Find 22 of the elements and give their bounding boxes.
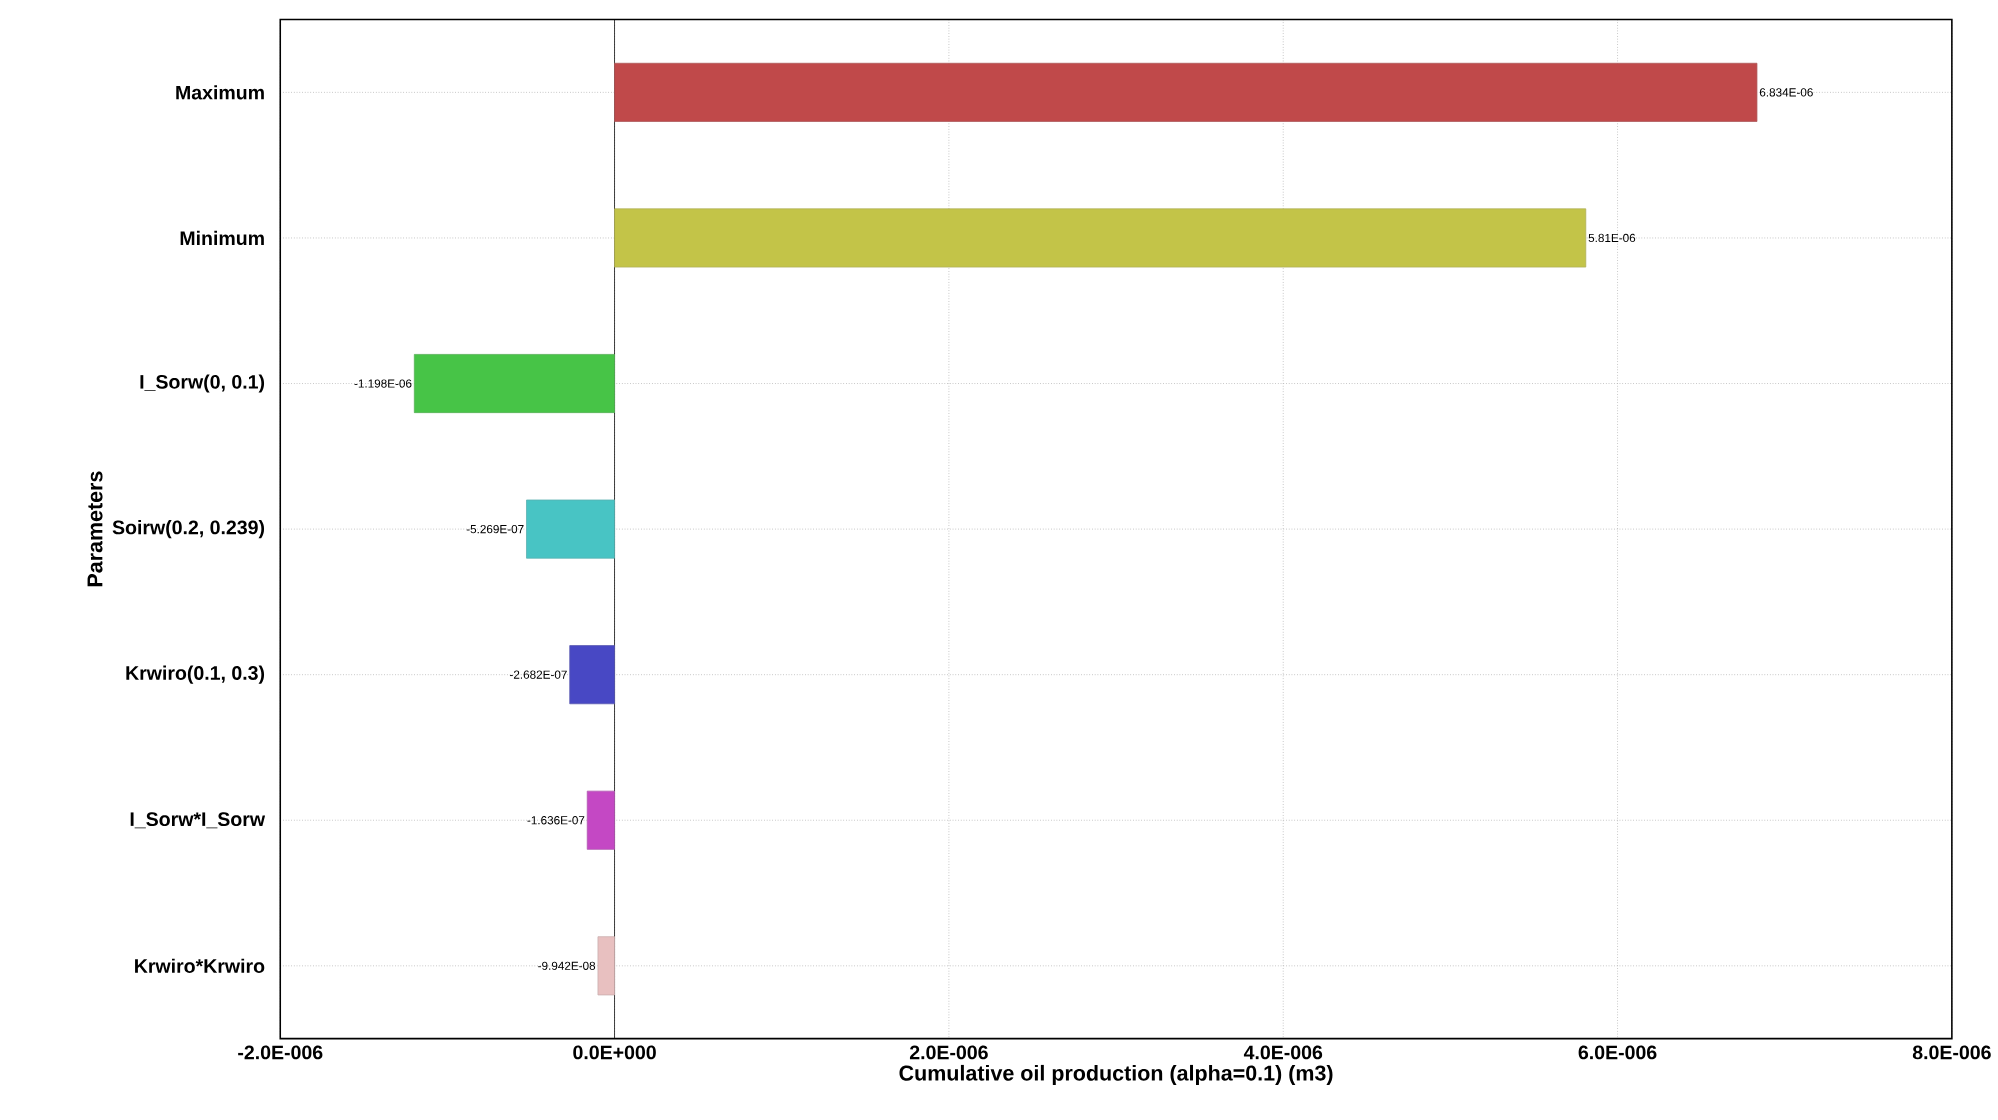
bar [597, 935, 615, 995]
x-tick-label: 2.0E-006 [909, 1045, 988, 1059]
bar [586, 790, 615, 850]
y-tick-label: Krwiro(0.1, 0.3) [126, 665, 265, 684]
y-tick-label: I_Sorw(0, 0.1) [140, 373, 265, 393]
x-tick-label: 4.0E-006 [1243, 1045, 1323, 1059]
y-tick-label: I_Sorw*I_Sorw [130, 811, 266, 828]
y-tick-label: Minimum [180, 230, 264, 245]
x-tick-label: -2.0E-006 [238, 1045, 323, 1059]
y-tick-label: Maximum [176, 84, 264, 100]
y-axis-title: Parameters [87, 471, 103, 586]
x-tick-label: 6.0E-006 [1578, 1045, 1657, 1059]
y-tick-label: Soirw(0.2, 0.239) [112, 519, 265, 538]
x-axis-title: Cumulative oil production (alpha=0.1) (m3) [899, 1064, 1333, 1085]
bar [614, 62, 1758, 122]
x-tick-label: 0.0E+000 [573, 1045, 656, 1059]
bar [526, 499, 615, 559]
bar [614, 208, 1587, 268]
bar [569, 644, 615, 704]
x-tick-label: 8.0E-006 [1912, 1045, 1991, 1059]
bar [413, 353, 615, 413]
y-tick-label: Krwiro*Krwiro [135, 958, 265, 973]
